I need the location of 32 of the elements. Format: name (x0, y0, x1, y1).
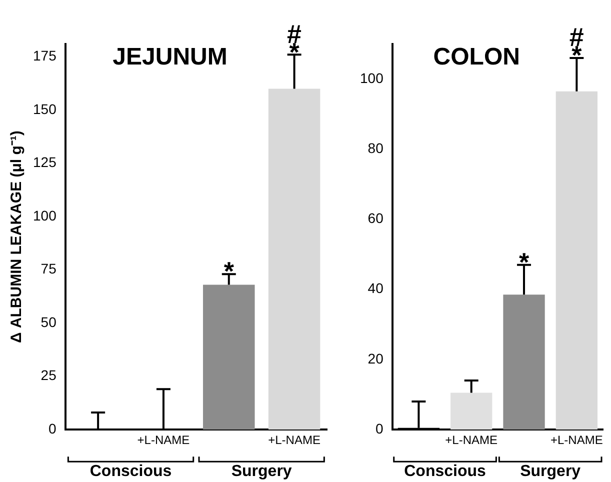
text: Surgery (231, 463, 292, 480)
bar (450, 392, 492, 430)
y-tick-label: 125 (33, 154, 57, 170)
y-tick-label: 100 (33, 207, 57, 224)
text: Conscious (404, 463, 486, 480)
y-tick-label: 100 (360, 70, 384, 86)
bar (556, 91, 598, 430)
y-tick-label: 75 (40, 260, 57, 277)
y-tick-label: 80 (368, 140, 384, 156)
y-tick-label: 20 (368, 350, 384, 366)
chart-title: JEJUNUM (112, 44, 228, 71)
x-tick-label: +L-NAME (550, 433, 603, 448)
y-tick-label: 150 (33, 100, 57, 117)
data-label: # * (287, 18, 302, 67)
data-label: * (224, 256, 234, 286)
y-tick-label: 0 (48, 420, 57, 436)
y-tick-label: 25 (40, 367, 57, 384)
x-tick-label: +L-NAME (268, 433, 320, 448)
y-tick-label: 50 (40, 314, 57, 330)
y-tick-label: 40 (368, 280, 384, 296)
y-axis-title: Δ ALBUMIN LEAKAGE (μl g⁻¹) (8, 130, 26, 344)
y-tick-label: 175 (33, 48, 57, 64)
text: Conscious (90, 463, 172, 480)
data-label: * (518, 246, 530, 277)
x-tick-label: +L-NAME (445, 433, 498, 448)
text: Surgery (520, 463, 581, 480)
bar (503, 294, 545, 430)
chart-title: COLON (433, 44, 520, 71)
data-label: # * (569, 22, 584, 70)
y-tick-label: 0 (376, 420, 384, 436)
x-tick-label: +L-NAME (137, 433, 190, 448)
y-tick-label: 60 (368, 210, 384, 226)
